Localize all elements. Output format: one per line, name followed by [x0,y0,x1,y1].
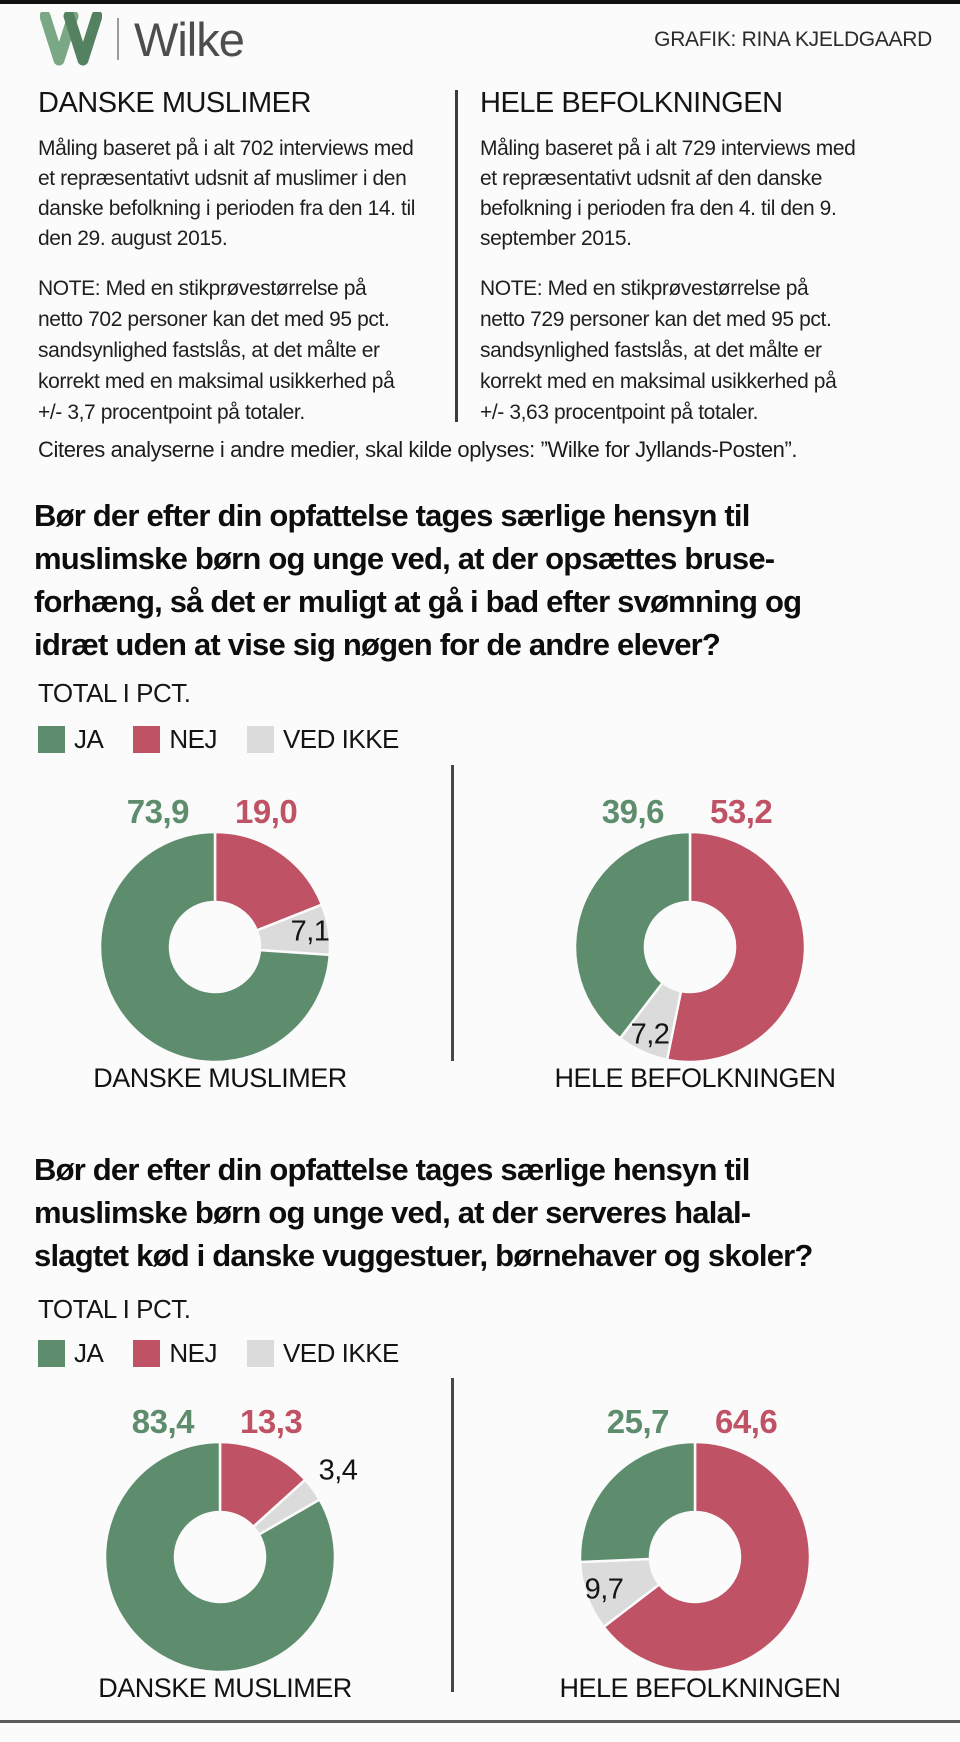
methodology-column-divider [455,90,458,422]
question-2-text: Bør der efter din opfattelse tages særli… [34,1152,813,1273]
chart-divider-q1 [451,765,454,1061]
methodology-body-right: Måling baseret på i alt 729 interviews m… [480,136,856,250]
wilke-logo: Wilke [40,10,245,68]
methodology-hele-befolkningen: HELE BEFOLKNINGEN Måling baseret på i al… [480,87,930,428]
donut-slice-nej [665,830,807,1064]
value-label-ja: 25,7 [606,1403,670,1440]
question-1-text: Bør der efter din opfattelse tages særli… [34,498,802,662]
logo-divider [117,18,119,60]
graphic-credit: GRAFIK: RINA KJELDGAARD [654,28,932,51]
legend-swatch-icon [38,726,65,753]
chart-divider-q2 [451,1378,454,1692]
value-label-ja: 73,9 [126,793,190,830]
legend-swatch-icon [38,1340,65,1367]
value-label-nej: 13,3 [240,1403,303,1440]
donut-slice-ja [578,1440,697,1564]
donut-slice-nej [213,830,324,933]
total-pct-label-2: TOTAL I PCT. [38,1294,191,1324]
value-label-ved-ikke: 9,7 [584,1573,624,1606]
citation-note: Citeres analyserne i andre medier, skal … [38,437,798,462]
legend-item-nej: NEJ [133,724,217,755]
legend-label: NEJ [169,724,217,754]
donut-svg [103,1440,337,1674]
legend-item-ja: JA [38,724,104,755]
legend-label: VED IKKE [282,724,399,754]
top-border-line [0,0,960,4]
value-label-ja: 83,4 [131,1403,195,1440]
legend-swatch-icon [246,726,274,753]
value-label-ved-ikke: 3,4 [318,1454,358,1487]
legend-label: VED IKKE [282,1338,399,1368]
legend-label: NEJ [169,1338,217,1368]
logo-wordmark: Wilke [134,12,245,66]
legend-swatch-icon [133,726,161,753]
methodology-title-right: HELE BEFOLKNINGEN [480,87,783,119]
donut-slice-ja [98,830,332,1064]
wilke-w-mark-icon [40,12,102,66]
legend-swatch-icon [246,1340,274,1367]
chart-caption: HELE BEFOLKNINGEN [554,1063,836,1093]
legend-item-nej: NEJ [133,1338,217,1369]
chart-caption: HELE BEFOLKNINGEN [559,1673,841,1703]
bottom-border-line [0,1720,960,1723]
total-pct-label-1: TOTAL I PCT. [38,678,191,708]
legend-question-2: JA NEJ VED IKKE [38,1338,399,1369]
value-label-nej: 19,0 [235,793,298,830]
value-label-nej: 64,6 [715,1403,778,1440]
donut-svg [98,830,332,1064]
legend-question-1: JA NEJ VED IKKE [38,724,399,755]
chart-caption: DANSKE MUSLIMER [93,1063,347,1093]
methodology-title-left: DANSKE MUSLIMER [38,87,311,119]
value-label-ved-ikke: 7,2 [630,1018,670,1051]
donut-slice-ja [573,830,692,1041]
donut-slice-nej [601,1440,812,1674]
value-label-ja: 39,6 [601,793,665,830]
value-label-nej: 53,2 [710,793,773,830]
chart-caption: DANSKE MUSLIMER [98,1673,352,1703]
donut-chart-hele-befolkningen-q2: 25,7 64,6 9,7 HELE BEFOLKNINGEN [535,1405,865,1717]
donut-slice-ja [103,1440,337,1674]
methodology-danske-muslimer: DANSKE MUSLIMER Måling baseret på i alt … [38,87,448,428]
legend-item-ved-ikke: VED IKKE [246,724,399,755]
legend-item-ved-ikke: VED IKKE [246,1338,399,1369]
donut-chart-danske-muslimer-q2: 83,4 13,3 3,4 DANSKE MUSLIMER [60,1405,390,1717]
legend-swatch-icon [133,1340,161,1367]
methodology-note-left: NOTE: Med en stikprøvestørrelse på netto… [38,276,395,424]
value-label-ved-ikke: 7,1 [290,915,330,948]
donut-chart-danske-muslimer-q1: 73,9 19,0 7,1 DANSKE MUSLIMER [55,795,385,1107]
legend-item-ja: JA [38,1338,104,1369]
donut-svg [573,830,807,1064]
legend-label: JA [74,1338,104,1368]
methodology-note-right: NOTE: Med en stikprøvestørrelse på netto… [480,276,837,424]
legend-label: JA [74,724,104,754]
donut-chart-hele-befolkningen-q1: 39,6 53,2 7,2 HELE BEFOLKNINGEN [530,795,860,1107]
methodology-body-left: Måling baseret på i alt 702 interviews m… [38,136,416,250]
donut-svg [578,1440,812,1674]
